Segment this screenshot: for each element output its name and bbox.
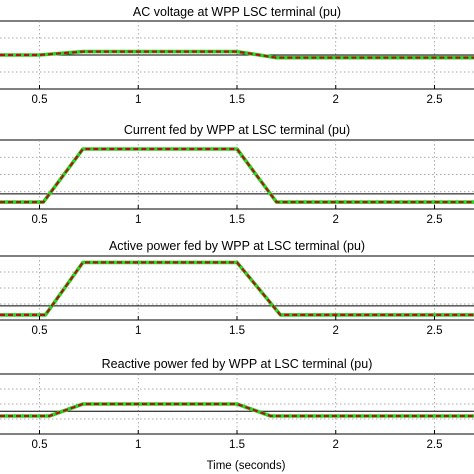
x-tick-label: 2.5: [427, 439, 443, 451]
subplot-2: Current fed by WPP at LSC terminal (pu) 0…: [0, 123, 474, 226]
series-line-reference: [0, 147, 474, 204]
x-tick-label: 0.5: [32, 94, 48, 106]
x-tick-label: 0.5: [32, 439, 48, 451]
x-tick-label: 1: [135, 439, 141, 451]
x-tick-label: 1.5: [229, 439, 245, 451]
x-tick-label: 2: [333, 94, 339, 106]
x-tick-label: 1: [135, 214, 141, 226]
x-tick-label: 1: [135, 325, 141, 337]
x-tick-label: 0.5: [32, 325, 48, 337]
x-tick-label: 2.5: [427, 214, 443, 226]
subplots: AC voltage at WPP LSC terminal (pu) 0.5 1 1…: [0, 5, 474, 451]
series-line-reference: [0, 261, 474, 316]
x-tick-label: 2: [333, 214, 339, 226]
x-tick-label: 2.5: [427, 325, 443, 337]
subplot-title: Current fed by WPP at LSC terminal (pu): [124, 123, 350, 137]
x-tick-label: 1.5: [229, 325, 245, 337]
x-tick-label: 2.5: [427, 94, 443, 106]
x-tick-label: 1: [135, 94, 141, 106]
x-tick-label: 1.5: [229, 214, 245, 226]
x-axis-label: Time (seconds): [207, 460, 286, 472]
x-tick-label: 1.5: [229, 94, 245, 106]
subplot-title: Active power fed by WPP at LSC terminal …: [109, 239, 365, 253]
x-tick-label: 2: [333, 325, 339, 337]
x-tick-label: 0.5: [32, 214, 48, 226]
x-tick-label: 2: [333, 439, 339, 451]
subplot-3: Active power fed by WPP at LSC terminal …: [0, 239, 474, 337]
subplot-1: AC voltage at WPP LSC terminal (pu) 0.5 1 1…: [0, 5, 474, 106]
series-line-reference: [0, 50, 474, 59]
subplot-4: Reactive power fed by WPP at LSC termina…: [0, 357, 474, 451]
series-line-reference: [0, 402, 474, 418]
subplot-title: AC voltage at WPP LSC terminal (pu): [133, 5, 341, 19]
subplot-title: Reactive power fed by WPP at LSC termina…: [102, 357, 373, 371]
